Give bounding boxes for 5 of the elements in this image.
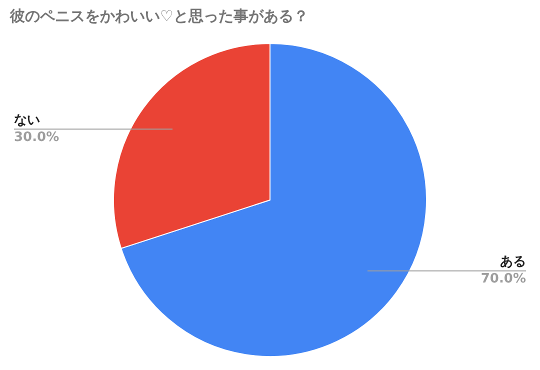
data-label: 70.0% (480, 272, 526, 287)
data-label: 30.0% (14, 130, 60, 146)
chart-title: 彼のペニスをかわいい♡と思った事がある？ (9, 6, 308, 25)
slice-label: ない (14, 113, 40, 128)
slice-label: ある (500, 254, 526, 270)
